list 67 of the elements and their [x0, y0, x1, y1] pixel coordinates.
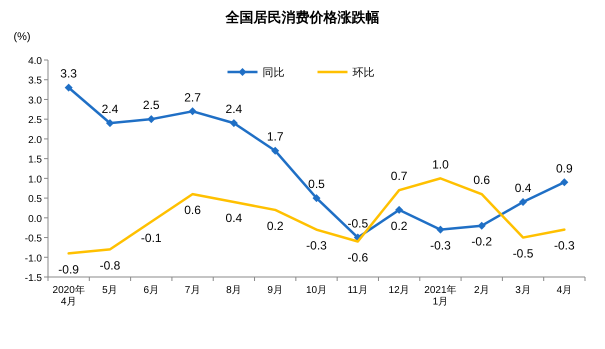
data-label: 2.4	[226, 102, 243, 116]
data-label: -0.5	[512, 246, 534, 261]
y-tick-label: 1.5	[28, 154, 42, 166]
data-label: 0.2	[390, 218, 408, 233]
x-tick-label: 12月	[388, 285, 410, 296]
data-label: 0.4	[514, 181, 532, 196]
data-label: 0.7	[390, 169, 408, 184]
x-tick-label: 7月	[184, 285, 200, 296]
x-tick-label: 5月	[102, 285, 118, 296]
point	[106, 119, 114, 128]
data-label: 2.5	[142, 98, 160, 112]
data-label: -0.2	[471, 234, 492, 249]
data-label: 2.7	[184, 90, 202, 104]
x-tick-label: 11月	[348, 285, 368, 296]
data-label: 0.5	[308, 177, 326, 192]
data-label: -0.8	[100, 258, 121, 272]
data-label: 0.2	[266, 218, 284, 233]
y-tick-label: 4.0	[28, 56, 42, 67]
point	[478, 222, 486, 230]
legend-label: 同比	[262, 66, 284, 79]
data-label: -0.3	[306, 238, 328, 253]
data-label: 0.6	[473, 173, 490, 188]
data-label: 0.4	[226, 211, 243, 226]
y-axis-title: (%)	[13, 31, 31, 43]
point	[560, 178, 568, 186]
data-label: -0.5	[347, 216, 368, 231]
point	[395, 206, 404, 214]
x-tick-label: 6月	[143, 285, 160, 296]
legend-label: 环比	[352, 66, 374, 79]
point	[519, 198, 528, 206]
x-tick-label: 8月	[226, 285, 242, 296]
x-tick-label: 10月	[306, 285, 328, 296]
chart-title: 全国居民消费价格涨跌幅	[224, 9, 380, 25]
y-tick-label: 0.5	[28, 194, 42, 206]
point	[312, 194, 320, 202]
point	[230, 119, 238, 128]
y-tick-label: 3.0	[28, 95, 42, 106]
y-tick-label: 3.5	[28, 76, 42, 87]
point	[147, 115, 156, 124]
y-tick-label: 1.0	[28, 174, 42, 186]
point	[271, 146, 280, 155]
x-tick-label: 4月	[556, 285, 572, 296]
data-label: 3.3	[60, 66, 78, 81]
data-label: -0.9	[58, 262, 80, 276]
y-tick-label: 2.0	[28, 134, 42, 146]
x-tick-label: 3月	[515, 285, 531, 296]
data-label: 0.6	[184, 203, 202, 218]
x-tick-label: 2021年 1月	[424, 284, 457, 308]
x-tick-label: 2月	[474, 285, 490, 296]
data-label: -0.6	[347, 250, 368, 264]
y-tick-label: -1.0	[24, 253, 42, 264]
point	[188, 107, 197, 116]
x-tick-label: 2020年 4月	[52, 284, 85, 308]
y-tick-label: -1.5	[24, 273, 42, 284]
point	[64, 84, 73, 92]
data-label: 1.7	[266, 130, 284, 144]
data-label: -0.3	[430, 238, 452, 253]
x-tick-label: 9月	[267, 285, 283, 296]
y-tick-label: 0.0	[28, 214, 42, 225]
data-label: 1.0	[432, 157, 450, 172]
y-tick-label: 2.5	[28, 115, 42, 126]
point	[436, 226, 444, 234]
data-label: 2.4	[102, 102, 119, 116]
data-label: 0.9	[556, 161, 574, 176]
data-label: -0.3	[554, 238, 576, 253]
data-label: -0.1	[140, 230, 162, 245]
y-tick-label: -0.5	[24, 234, 42, 245]
